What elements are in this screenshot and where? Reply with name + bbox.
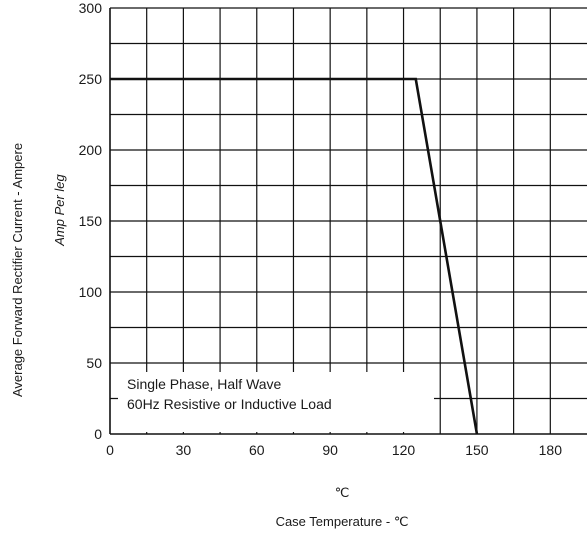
y-tick-label: 200 — [79, 142, 103, 158]
x-tick-label: 180 — [539, 442, 563, 458]
x-tick-label: 90 — [322, 442, 338, 458]
y-tick-label: 250 — [79, 71, 103, 87]
x-tick-label: 60 — [249, 442, 265, 458]
x-tick-label: 150 — [465, 442, 489, 458]
y-tick-label: 100 — [79, 284, 103, 300]
x-axis-unit: ℃ — [335, 485, 350, 500]
y-axis-label: Average Forward Rectifier Current - Ampe… — [10, 143, 25, 397]
x-tick-label: 0 — [106, 442, 114, 458]
annotation-box: Single Phase, Half Wave 60Hz Resistive o… — [118, 372, 434, 432]
y-tick-label: 300 — [79, 0, 103, 16]
y-tick-labels: 0 50 100 150 200 250 300 — [79, 0, 103, 442]
y-tick-label: 150 — [79, 213, 103, 229]
x-tick-label: 120 — [392, 442, 416, 458]
y-axis-label-per-leg: Amp Per leg — [52, 173, 67, 246]
y-tick-label: 0 — [94, 426, 102, 442]
y-tick-label: 50 — [86, 355, 102, 371]
annotation-line-2: 60Hz Resistive or Inductive Load — [127, 396, 332, 412]
x-axis-label: Case Temperature - ℃ — [276, 514, 409, 529]
x-tick-label: 30 — [176, 442, 192, 458]
x-tick-labels: 0 30 60 90 120 150 180 — [106, 442, 562, 458]
grid-lines — [110, 8, 587, 434]
annotation-line-1: Single Phase, Half Wave — [127, 376, 282, 392]
